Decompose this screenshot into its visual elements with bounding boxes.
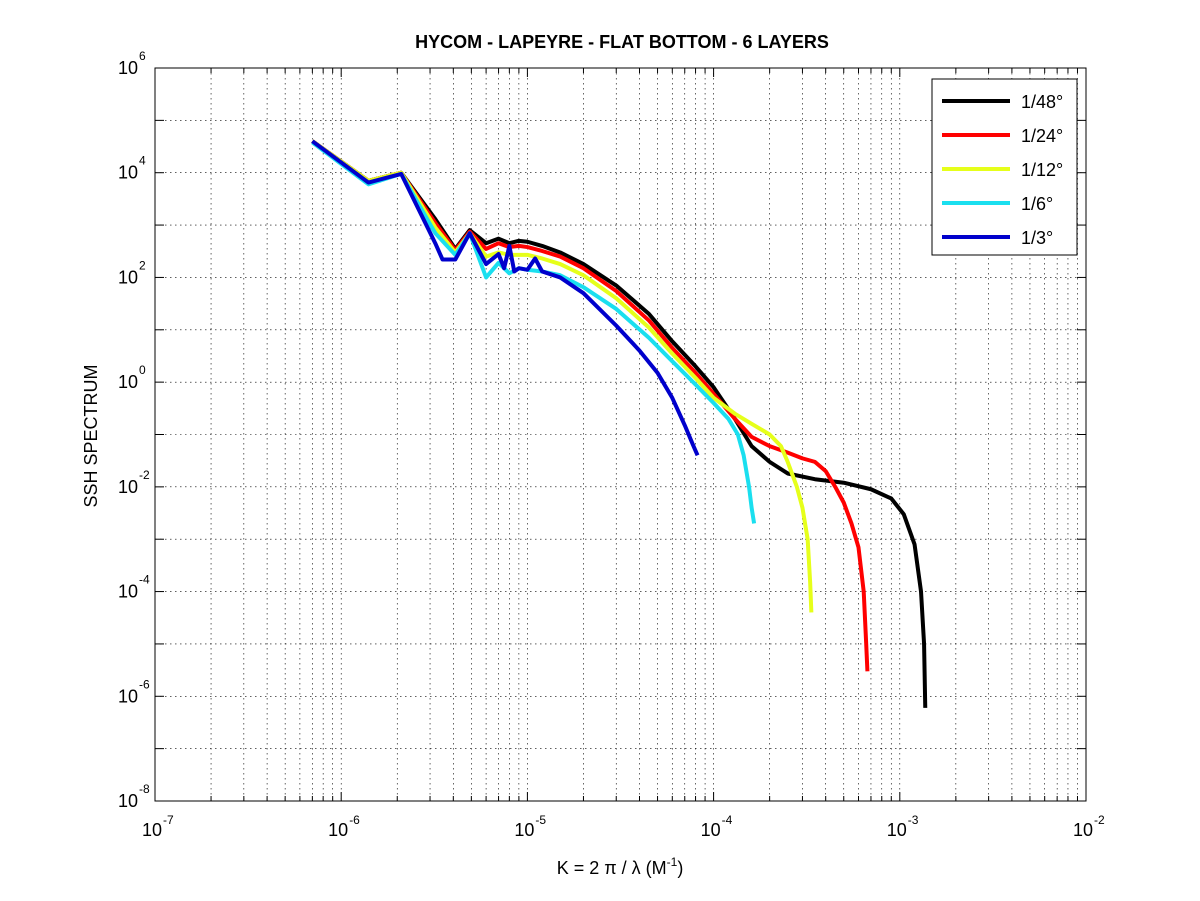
x-tick-label: 10	[1073, 820, 1093, 840]
legend-label: 1/12°	[1021, 160, 1063, 180]
x-axis-label-close: )	[677, 858, 683, 878]
legend-label: 1/24°	[1021, 126, 1063, 146]
y-tick-label: 10	[118, 163, 138, 183]
series-line	[311, 139, 700, 457]
x-tick-label-exponent: -3	[908, 813, 919, 827]
x-tick-label: 10	[142, 820, 162, 840]
legend-label: 1/3°	[1021, 228, 1053, 248]
x-tick-label: 10	[701, 820, 721, 840]
legend-label: 1/6°	[1021, 194, 1053, 214]
x-tick-label: 10	[514, 820, 534, 840]
x-tick-label-exponent: -6	[349, 813, 360, 827]
y-tick-label-exponent: 4	[139, 154, 146, 168]
x-tick-label-exponent: -4	[722, 813, 733, 827]
x-tick-label-exponent: -7	[163, 813, 174, 827]
x-tick-label-exponent: -2	[1094, 813, 1105, 827]
y-axis-label: SSH SPECTRUM	[81, 364, 101, 507]
y-tick-label: 10	[118, 582, 138, 602]
x-tick-label: 10	[328, 820, 348, 840]
y-tick-label-exponent: -4	[139, 573, 150, 587]
y-tick-label-exponent: -8	[139, 782, 150, 796]
x-tick-label-exponent: -5	[535, 813, 546, 827]
legend-label: 1/48°	[1021, 92, 1063, 112]
tick-marks	[154, 67, 1087, 802]
series-line	[311, 139, 870, 672]
grid	[155, 68, 1086, 801]
x-axis-label-main: K = 2 π / λ (M	[557, 858, 667, 878]
y-tick-label-exponent: -6	[139, 677, 150, 691]
series-line	[311, 140, 757, 524]
y-tick-label: 10	[118, 267, 138, 287]
y-tick-label: 10	[118, 791, 138, 811]
x-tick-labels: 10 -7 10 -6 10 -5 10 -4 10 -3 10 -2	[142, 813, 1105, 840]
y-tick-label-exponent: 6	[139, 49, 146, 63]
y-tick-label-exponent: 2	[139, 258, 146, 272]
y-tick-label: 10	[118, 477, 138, 497]
x-tick-label: 10	[887, 820, 907, 840]
y-tick-label: 10	[118, 372, 138, 392]
x-axis-label-sup: -1	[667, 855, 678, 869]
y-tick-label: 10	[118, 686, 138, 706]
chart-title: HYCOM - LAPEYRE - FLAT BOTTOM - 6 LAYERS	[415, 32, 829, 52]
legend: 1/48° 1/24° 1/12° 1/6° 1/3°	[931, 78, 1078, 256]
y-tick-label: 10	[118, 58, 138, 78]
series-layer	[311, 139, 928, 708]
y-tick-label-exponent: 0	[139, 363, 146, 377]
x-axis-label: K = 2 π / λ (M-1)	[557, 855, 684, 878]
y-tick-label-exponent: -2	[139, 468, 150, 482]
